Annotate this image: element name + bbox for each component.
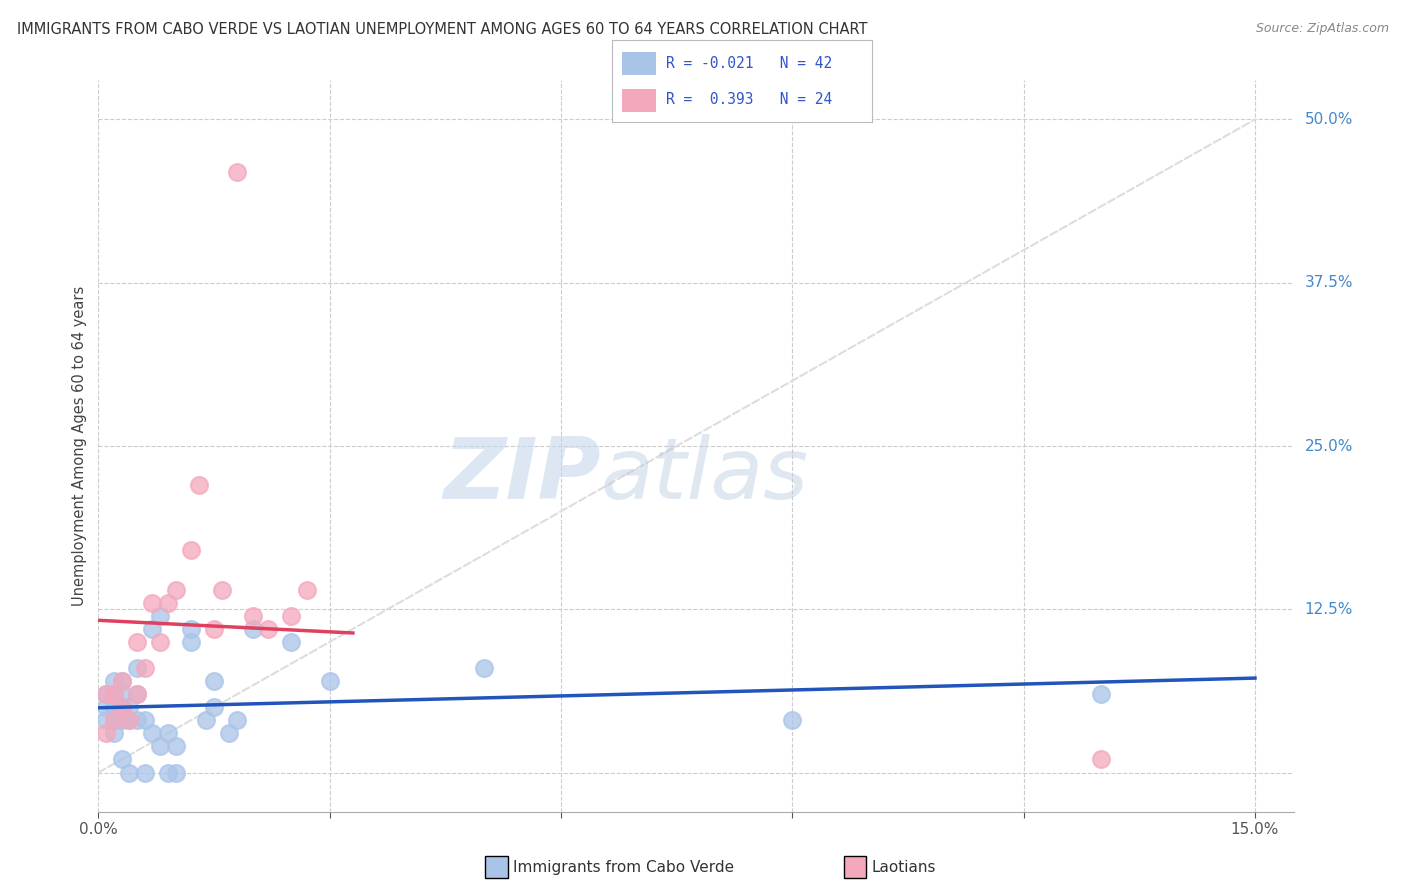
Point — [103, 714, 125, 728]
Point — [242, 608, 264, 623]
Point — [94, 700, 117, 714]
Point — [94, 687, 117, 701]
Point — [110, 752, 132, 766]
Point — [125, 687, 148, 701]
Point — [141, 622, 163, 636]
Point — [110, 700, 132, 714]
Point — [257, 622, 280, 636]
Point — [1090, 687, 1112, 701]
Point — [295, 582, 318, 597]
Point — [125, 714, 148, 728]
Point — [103, 687, 125, 701]
Point — [110, 700, 132, 714]
Point — [141, 596, 163, 610]
Point — [118, 714, 141, 728]
Point — [218, 726, 240, 740]
Point — [280, 608, 302, 623]
Point — [202, 674, 225, 689]
Point — [1090, 752, 1112, 766]
Text: 37.5%: 37.5% — [1305, 276, 1353, 290]
Point — [319, 674, 342, 689]
Point — [782, 714, 804, 728]
Text: Laotians: Laotians — [872, 860, 936, 874]
Point — [118, 765, 141, 780]
Point — [118, 714, 141, 728]
Point — [165, 765, 187, 780]
Point — [149, 739, 172, 754]
Point — [110, 714, 132, 728]
Point — [242, 622, 264, 636]
Point — [472, 661, 495, 675]
Text: atlas: atlas — [600, 434, 808, 516]
Point — [134, 765, 156, 780]
Point — [141, 726, 163, 740]
Text: 25.0%: 25.0% — [1305, 439, 1353, 453]
Point — [149, 608, 172, 623]
Text: IMMIGRANTS FROM CABO VERDE VS LAOTIAN UNEMPLOYMENT AMONG AGES 60 TO 64 YEARS COR: IMMIGRANTS FROM CABO VERDE VS LAOTIAN UN… — [17, 22, 868, 37]
Text: R =  0.393   N = 24: R = 0.393 N = 24 — [666, 92, 832, 107]
Point — [103, 714, 125, 728]
Point — [187, 478, 209, 492]
Point — [202, 700, 225, 714]
Point — [195, 714, 218, 728]
Point — [226, 714, 249, 728]
Text: Immigrants from Cabo Verde: Immigrants from Cabo Verde — [513, 860, 734, 874]
Point — [165, 582, 187, 597]
Point — [103, 687, 125, 701]
Point — [156, 596, 179, 610]
Point — [94, 687, 117, 701]
Bar — [621, 89, 655, 112]
Bar — [621, 53, 655, 76]
Point — [125, 661, 148, 675]
Point — [202, 622, 225, 636]
Point — [94, 714, 117, 728]
Text: 12.5%: 12.5% — [1305, 602, 1353, 616]
Point — [110, 674, 132, 689]
Point — [134, 661, 156, 675]
Point — [118, 700, 141, 714]
Point — [103, 726, 125, 740]
Point — [110, 674, 132, 689]
Point — [180, 635, 202, 649]
Point — [134, 714, 156, 728]
Text: ZIP: ZIP — [443, 434, 600, 516]
Point — [226, 165, 249, 179]
Point — [165, 739, 187, 754]
Point — [180, 543, 202, 558]
Text: R = -0.021   N = 42: R = -0.021 N = 42 — [666, 56, 832, 71]
Y-axis label: Unemployment Among Ages 60 to 64 years: Unemployment Among Ages 60 to 64 years — [72, 285, 87, 607]
Point — [94, 726, 117, 740]
Point — [110, 687, 132, 701]
Point — [156, 765, 179, 780]
Point — [149, 635, 172, 649]
Point — [180, 622, 202, 636]
Point — [103, 700, 125, 714]
Point — [156, 726, 179, 740]
Point — [125, 687, 148, 701]
Point — [280, 635, 302, 649]
Text: 50.0%: 50.0% — [1305, 112, 1353, 127]
Point — [125, 635, 148, 649]
Point — [103, 674, 125, 689]
Text: Source: ZipAtlas.com: Source: ZipAtlas.com — [1256, 22, 1389, 36]
Point — [211, 582, 233, 597]
